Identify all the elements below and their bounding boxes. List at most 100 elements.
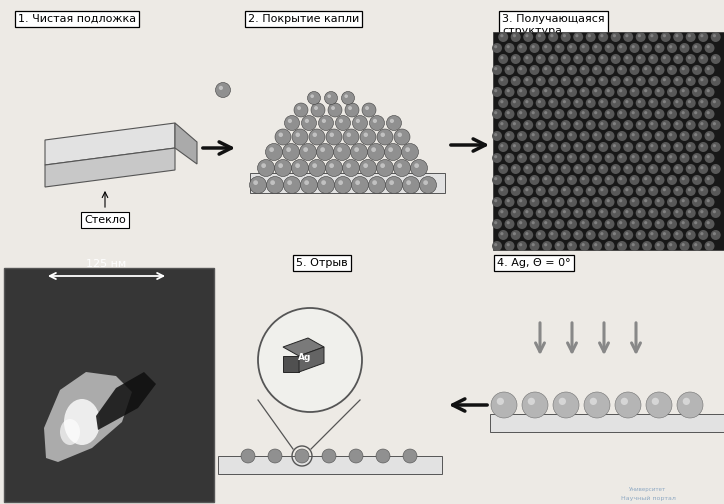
Circle shape	[619, 89, 623, 92]
Circle shape	[321, 180, 326, 185]
Circle shape	[669, 45, 673, 48]
Circle shape	[680, 197, 689, 207]
Circle shape	[605, 241, 615, 251]
Circle shape	[667, 109, 677, 119]
Circle shape	[274, 159, 292, 176]
Circle shape	[692, 43, 702, 53]
Circle shape	[500, 232, 503, 235]
Circle shape	[611, 32, 620, 42]
Circle shape	[494, 67, 497, 70]
Circle shape	[667, 65, 677, 75]
Circle shape	[529, 87, 539, 97]
Circle shape	[683, 398, 690, 405]
Circle shape	[555, 197, 565, 207]
Circle shape	[704, 175, 715, 185]
Circle shape	[698, 164, 708, 174]
Circle shape	[661, 208, 670, 218]
Circle shape	[567, 87, 577, 97]
Circle shape	[598, 186, 608, 196]
Circle shape	[278, 163, 283, 168]
Circle shape	[600, 210, 604, 213]
Circle shape	[592, 197, 602, 207]
Circle shape	[569, 199, 572, 202]
Circle shape	[626, 122, 628, 125]
Circle shape	[680, 87, 689, 97]
Circle shape	[510, 142, 521, 152]
Circle shape	[360, 159, 376, 176]
Circle shape	[623, 76, 634, 86]
Circle shape	[510, 120, 521, 130]
Circle shape	[613, 188, 616, 192]
Circle shape	[642, 109, 652, 119]
Circle shape	[548, 32, 558, 42]
Circle shape	[654, 241, 665, 251]
Circle shape	[538, 188, 541, 192]
Circle shape	[644, 45, 647, 48]
Circle shape	[675, 78, 678, 81]
Circle shape	[279, 133, 283, 137]
Circle shape	[605, 43, 615, 53]
Circle shape	[517, 197, 527, 207]
Circle shape	[711, 54, 720, 64]
Circle shape	[498, 32, 508, 42]
Circle shape	[544, 133, 547, 136]
Circle shape	[505, 175, 515, 185]
Circle shape	[353, 115, 368, 131]
Circle shape	[295, 133, 300, 137]
Circle shape	[698, 98, 708, 108]
Circle shape	[334, 176, 351, 194]
Circle shape	[686, 142, 696, 152]
Circle shape	[513, 100, 516, 103]
Circle shape	[629, 175, 639, 185]
Circle shape	[550, 188, 554, 192]
Circle shape	[605, 65, 615, 75]
Circle shape	[611, 76, 620, 86]
Circle shape	[345, 103, 359, 117]
Circle shape	[661, 186, 670, 196]
Circle shape	[592, 43, 602, 53]
Polygon shape	[45, 148, 175, 187]
Circle shape	[681, 111, 685, 114]
Circle shape	[569, 45, 572, 48]
Circle shape	[657, 111, 660, 114]
Circle shape	[631, 67, 635, 70]
Circle shape	[376, 159, 394, 176]
Circle shape	[644, 67, 647, 70]
Circle shape	[579, 87, 589, 97]
Text: 125 нм: 125 нм	[86, 259, 126, 269]
Circle shape	[569, 243, 572, 246]
Circle shape	[644, 111, 647, 114]
Circle shape	[576, 144, 578, 147]
Circle shape	[631, 199, 635, 202]
Circle shape	[531, 177, 535, 180]
Circle shape	[309, 129, 325, 145]
Circle shape	[588, 78, 591, 81]
Circle shape	[626, 166, 628, 169]
Circle shape	[258, 159, 274, 176]
Circle shape	[381, 133, 385, 137]
Circle shape	[607, 177, 610, 180]
Circle shape	[688, 56, 691, 59]
Circle shape	[555, 87, 565, 97]
Circle shape	[707, 89, 710, 92]
Polygon shape	[44, 372, 132, 462]
Circle shape	[526, 188, 529, 192]
Circle shape	[713, 166, 716, 169]
Circle shape	[510, 164, 521, 174]
Circle shape	[536, 120, 546, 130]
Circle shape	[507, 111, 510, 114]
Circle shape	[688, 232, 691, 235]
Circle shape	[688, 144, 691, 147]
Circle shape	[345, 94, 348, 98]
Circle shape	[613, 210, 616, 213]
Circle shape	[669, 111, 673, 114]
Circle shape	[329, 133, 334, 137]
Circle shape	[529, 241, 539, 251]
Circle shape	[569, 177, 572, 180]
Circle shape	[611, 186, 620, 196]
Circle shape	[295, 163, 300, 168]
Circle shape	[498, 76, 508, 86]
Circle shape	[573, 186, 584, 196]
Circle shape	[331, 106, 335, 110]
Circle shape	[569, 89, 572, 92]
